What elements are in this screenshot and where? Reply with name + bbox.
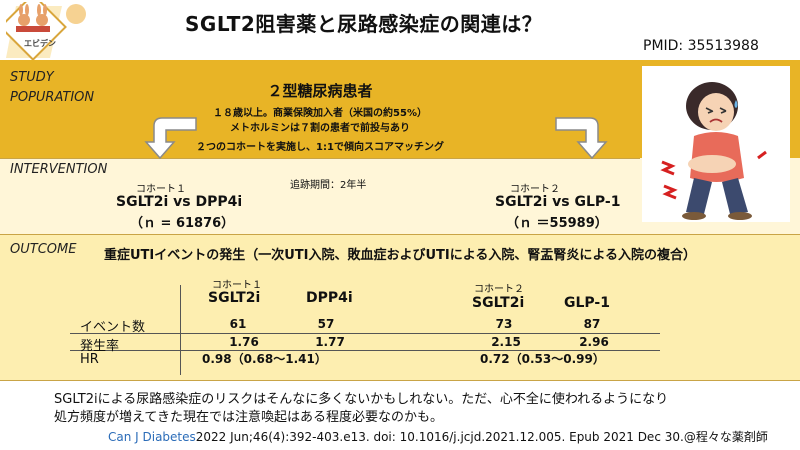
header-sglt2i-c1: SGLT2i xyxy=(208,290,261,306)
cell-events-dpp4i: 57 xyxy=(317,317,335,331)
population-line1: １８歳以上。商業保険加入者（米国の約55%） xyxy=(213,108,427,119)
woman-stomachache-icon xyxy=(660,82,767,220)
cell-hr-cohort1: 0.98（0.68〜1.41） xyxy=(202,352,327,366)
stomachache-illustration xyxy=(642,66,790,222)
header-dpp4i: DPP4i xyxy=(306,290,353,306)
divider-intervention xyxy=(0,234,800,235)
citation-credit: @程々な薬剤師 xyxy=(683,430,768,444)
row-label-events: イベント数 xyxy=(80,320,146,335)
population-title: ２型糖尿病患者 xyxy=(267,82,373,100)
header-sglt2i-c2: SGLT2i xyxy=(472,295,525,311)
arrow-left-icon xyxy=(144,117,197,160)
logo-text: エビデン xyxy=(24,39,56,48)
table-line-2 xyxy=(70,350,660,351)
cell-incidence-sglt2i-c2: 2.15 xyxy=(491,335,521,349)
outcome-cohort2-label: コホート２ xyxy=(474,284,524,295)
population-label-line2: POPURATION xyxy=(10,90,95,105)
divider-outcome xyxy=(0,380,800,381)
table-line-1 xyxy=(70,333,660,334)
cell-incidence-sglt2i-c1: 1.76 xyxy=(229,335,259,349)
divider-population xyxy=(0,158,640,159)
page-title: SGLT2阻害薬と尿路感染症の関連は？ xyxy=(185,12,543,36)
citation-details: 2022 Jun;46(4):392-403.e13. doi: 10.1016… xyxy=(195,430,684,444)
outcome-title: 重症UTIイベントの発生（一次UTI入院、敗血症およびUTIによる入院、腎盂腎炎… xyxy=(103,248,696,263)
cell-incidence-dpp4i: 1.77 xyxy=(315,335,345,349)
cell-events-sglt2i-c2: 73 xyxy=(495,317,513,331)
cohort2-name: SGLT2i vs GLP-1 xyxy=(495,194,621,210)
cell-hr-cohort2: 0.72（0.53〜0.99） xyxy=(480,352,605,366)
population-line2: メトホルミンは７割の患者で前投与あり xyxy=(230,123,410,134)
pmid-label: PMID: 35513988 xyxy=(643,38,759,54)
row-label-hr: HR xyxy=(80,352,99,367)
summary-line2: 処方頻度が増えてきた現在では注意喚起はある程度必要なのかも。 xyxy=(54,410,443,425)
cohort1-label: コホート１ xyxy=(136,184,186,195)
rabbit-left-icon xyxy=(18,14,30,26)
arrow-right-icon xyxy=(555,117,608,160)
summary-line1: SGLT2iによる尿路感染症のリスクはそんなに多くないかもしれない。ただ、心不全… xyxy=(54,392,669,407)
table-vertical-line xyxy=(180,285,181,375)
population-line3: ２つのコホートを実施し、1:1で傾向スコアマッチング xyxy=(196,142,444,153)
outcome-label: OUTCOME xyxy=(10,242,77,257)
row-label-incidence: 発生率 xyxy=(80,339,120,354)
outcome-cohort1-label: コホート１ xyxy=(212,280,262,291)
cohort2-label: コホート２ xyxy=(510,184,560,195)
citation-journal: Can J Diabetes xyxy=(108,430,196,444)
population-label-line1: STUDY xyxy=(10,70,54,85)
cohort2-n: （ｎ ＝55989） xyxy=(506,216,608,231)
rabbit-right-icon xyxy=(36,14,48,26)
intervention-label: INTERVENTION xyxy=(10,162,108,177)
cell-incidence-glp1: 2.96 xyxy=(579,335,609,349)
cell-events-glp1: 87 xyxy=(583,317,601,331)
cohort1-name: SGLT2i vs DPP4i xyxy=(116,194,243,210)
cell-events-sglt2i-c1: 61 xyxy=(229,317,247,331)
citation: Can J Diabetes2022 Jun;46(4):392-403.e13… xyxy=(108,428,768,445)
followup-text: 追跡期間：2年半 xyxy=(290,180,367,191)
cohort1-n: （ｎ = 61876） xyxy=(130,216,235,231)
logo: エビデン xyxy=(0,0,96,62)
logo-graphic xyxy=(0,0,86,61)
outcome-band xyxy=(0,234,800,380)
header-glp1: GLP-1 xyxy=(564,295,610,311)
